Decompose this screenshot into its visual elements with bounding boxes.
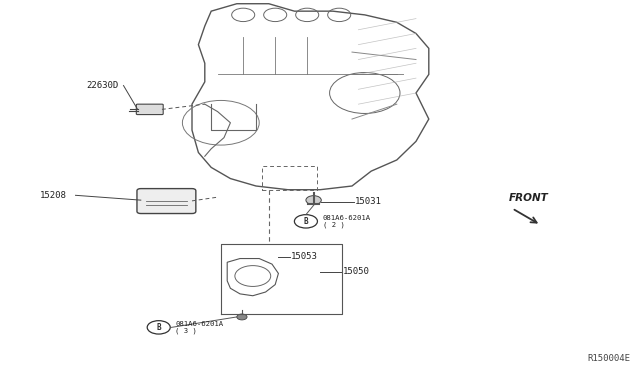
Text: 081A6-6201A: 081A6-6201A <box>323 215 371 221</box>
Text: FRONT: FRONT <box>509 193 548 203</box>
Text: B: B <box>303 217 308 226</box>
Text: 15031: 15031 <box>355 197 382 206</box>
Text: B: B <box>156 323 161 332</box>
Text: ( 2 ): ( 2 ) <box>323 222 344 228</box>
Text: 15053: 15053 <box>291 252 318 261</box>
FancyBboxPatch shape <box>137 189 196 214</box>
Text: ( 3 ): ( 3 ) <box>175 328 197 334</box>
Circle shape <box>237 314 247 320</box>
Text: 081A6-6201A: 081A6-6201A <box>175 321 223 327</box>
Text: R150004E: R150004E <box>588 354 630 363</box>
Text: 15050: 15050 <box>342 267 369 276</box>
Text: 15208: 15208 <box>40 191 67 200</box>
FancyBboxPatch shape <box>136 104 163 115</box>
Circle shape <box>306 196 321 205</box>
Text: 22630D: 22630D <box>86 81 118 90</box>
